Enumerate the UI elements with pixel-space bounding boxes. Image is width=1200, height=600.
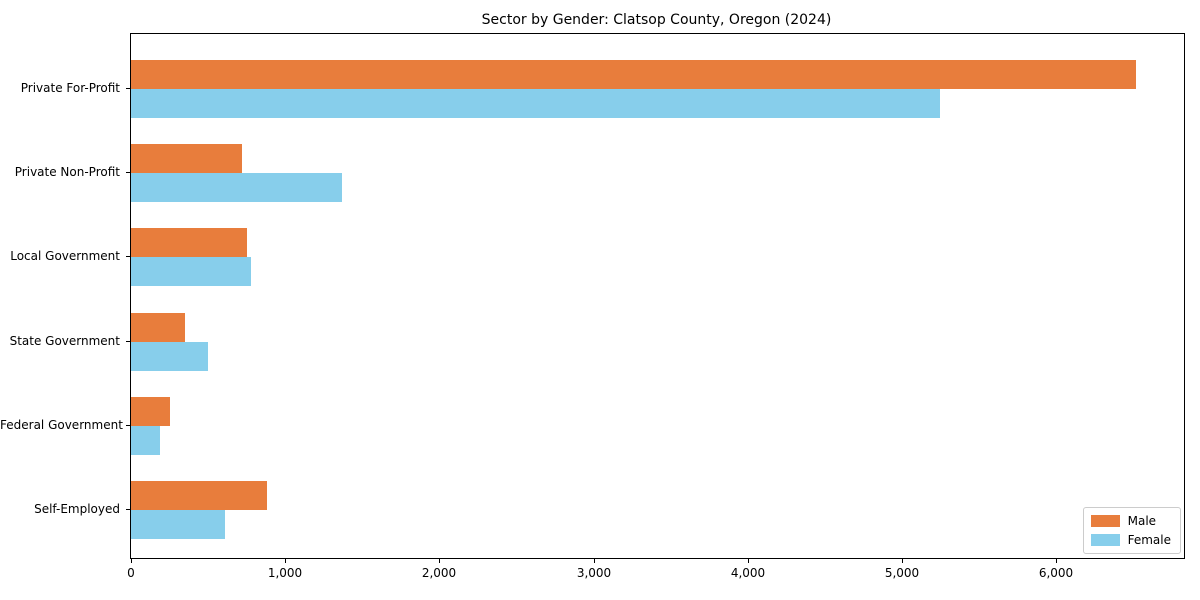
- bar-female-state-government: [131, 341, 208, 371]
- x-tick-label-1000: 1,000: [267, 566, 303, 580]
- y-tick-label-private-non-profit: Private Non-Profit: [14, 165, 120, 180]
- x-tick-label-5000: 5,000: [884, 566, 920, 580]
- x-tick-mark: [748, 559, 749, 563]
- bar-male-federal-government: [131, 396, 170, 426]
- x-tick-label-4000: 4,000: [730, 566, 766, 580]
- y-tick-mark: [126, 172, 130, 174]
- bar-female-local-government: [131, 257, 251, 287]
- bar-female-self-employed: [131, 510, 225, 539]
- y-tick-mark: [126, 424, 130, 426]
- x-tick-label-0: 0: [127, 566, 135, 580]
- bar-female-federal-government: [131, 425, 160, 455]
- legend-item-female: Female: [1090, 533, 1171, 547]
- y-tick-mark: [126, 256, 130, 258]
- y-tick-label-private-for-profit: Private For-Profit: [20, 81, 120, 95]
- y-tick-mark: [126, 340, 130, 342]
- y-tick-label-self-employed: Self-Employed: [34, 502, 120, 516]
- bar-male-local-government: [131, 228, 247, 258]
- x-tick-mark: [1056, 559, 1057, 563]
- legend-item-male: Male: [1090, 514, 1171, 528]
- y-tick-label-state-government: State Government: [9, 333, 120, 348]
- x-tick-label-2000: 2,000: [421, 566, 457, 580]
- legend-label-female: Female: [1127, 533, 1171, 547]
- x-tick-mark: [285, 559, 286, 563]
- bar-female-private-for-profit: [131, 89, 940, 118]
- x-tick-mark: [439, 559, 440, 563]
- x-tick-mark: [594, 559, 595, 563]
- x-tick-mark: [902, 559, 903, 563]
- bar-male-private-for-profit: [131, 60, 1136, 89]
- legend: Male Female: [1082, 507, 1181, 554]
- bar-male-self-employed: [131, 481, 267, 510]
- bar-male-state-government: [131, 312, 185, 342]
- bar-male-private-non-profit: [131, 144, 242, 174]
- legend-swatch-male: [1090, 515, 1120, 527]
- legend-label-male: Male: [1127, 514, 1157, 528]
- y-tick-label-local-government: Local Government: [10, 249, 120, 264]
- x-tick-mark: [131, 559, 132, 563]
- x-tick-label-6000: 6,000: [1038, 566, 1074, 580]
- plot-area: Male Female: [130, 33, 1185, 559]
- chart-title: Sector by Gender: Clatsop County, Oregon…: [481, 12, 832, 28]
- x-tick-label-3000: 3,000: [576, 566, 612, 580]
- bar-female-private-non-profit: [131, 173, 342, 203]
- y-tick-mark: [126, 509, 130, 510]
- y-tick-mark: [126, 88, 130, 89]
- legend-swatch-female: [1090, 534, 1120, 546]
- y-tick-label-federal-government: Federal Government: [0, 417, 123, 432]
